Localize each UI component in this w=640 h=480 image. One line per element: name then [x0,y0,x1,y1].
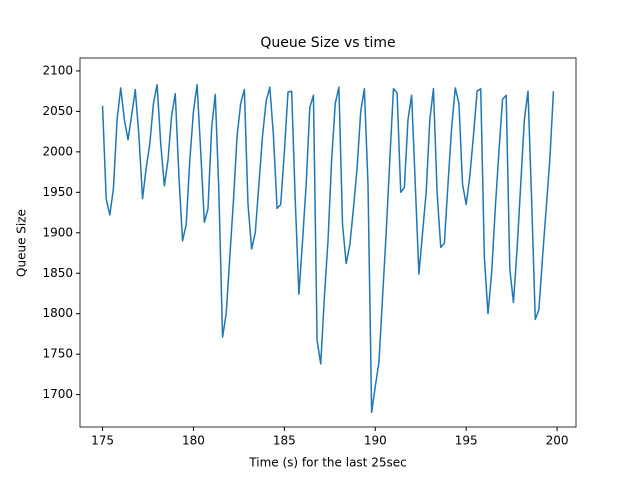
y-axis-label: Queue Size [15,209,29,277]
x-tick-label: 200 [546,434,569,448]
chart-title: Queue Size vs time [260,35,395,51]
y-tick-label: 1750 [42,347,73,361]
y-tick-label: 1800 [42,306,73,320]
x-axis-label: Time (s) for the last 25sec [248,456,406,470]
x-tick-label: 195 [455,434,478,448]
y-tick-label: 2000 [42,144,73,158]
x-tick-label: 175 [91,434,114,448]
y-tick-label: 2050 [42,104,73,118]
x-tick-label: 185 [273,434,296,448]
y-tick-label: 1700 [42,387,73,401]
y-tick-label: 1900 [42,225,73,239]
axes-frame [79,57,577,428]
y-tick-label: 1950 [42,185,73,199]
y-tick-label: 2100 [42,63,73,77]
x-tick-label: 180 [182,434,205,448]
data-line [101,83,555,414]
x-tick-label: 190 [364,434,387,448]
y-tick-label: 1850 [42,266,73,280]
